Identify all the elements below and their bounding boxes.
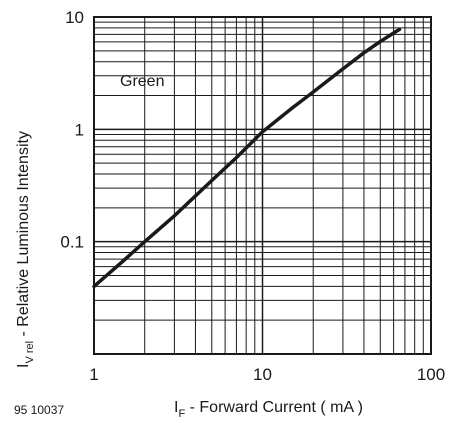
x-axis-label-sub: F [178, 408, 185, 420]
y-axis-label-main: I [15, 364, 32, 368]
x-tick-label: 1 [89, 365, 98, 384]
y-axis-label-sub: V rel [24, 341, 36, 364]
series-line-green [92, 27, 402, 289]
x-tick-labels: 1 10 100 [89, 365, 445, 384]
y-tick-labels: 10 1 0.1 [60, 8, 84, 252]
plot-frame [93, 16, 432, 355]
figure-code: 95 10037 [14, 403, 64, 417]
grid [94, 17, 431, 354]
y-axis-label-rest: - Relative Luminous Intensity [15, 131, 32, 341]
y-tick-label: 1 [75, 120, 84, 139]
x-tick-label: 10 [253, 365, 272, 384]
y-tick-label: 10 [65, 8, 84, 27]
x-axis-label-rest: - Forward Current ( mA ) [185, 399, 363, 416]
y-axis-label: IV rel - Relative Luminous Intensity [15, 131, 36, 368]
x-axis-label: IF - Forward Current ( mA ) [174, 399, 363, 420]
series-label-green: Green [120, 73, 164, 90]
y-tick-label: 0.1 [60, 233, 84, 252]
x-axis-label-main: I [174, 399, 178, 416]
x-tick-label: 100 [417, 365, 445, 384]
